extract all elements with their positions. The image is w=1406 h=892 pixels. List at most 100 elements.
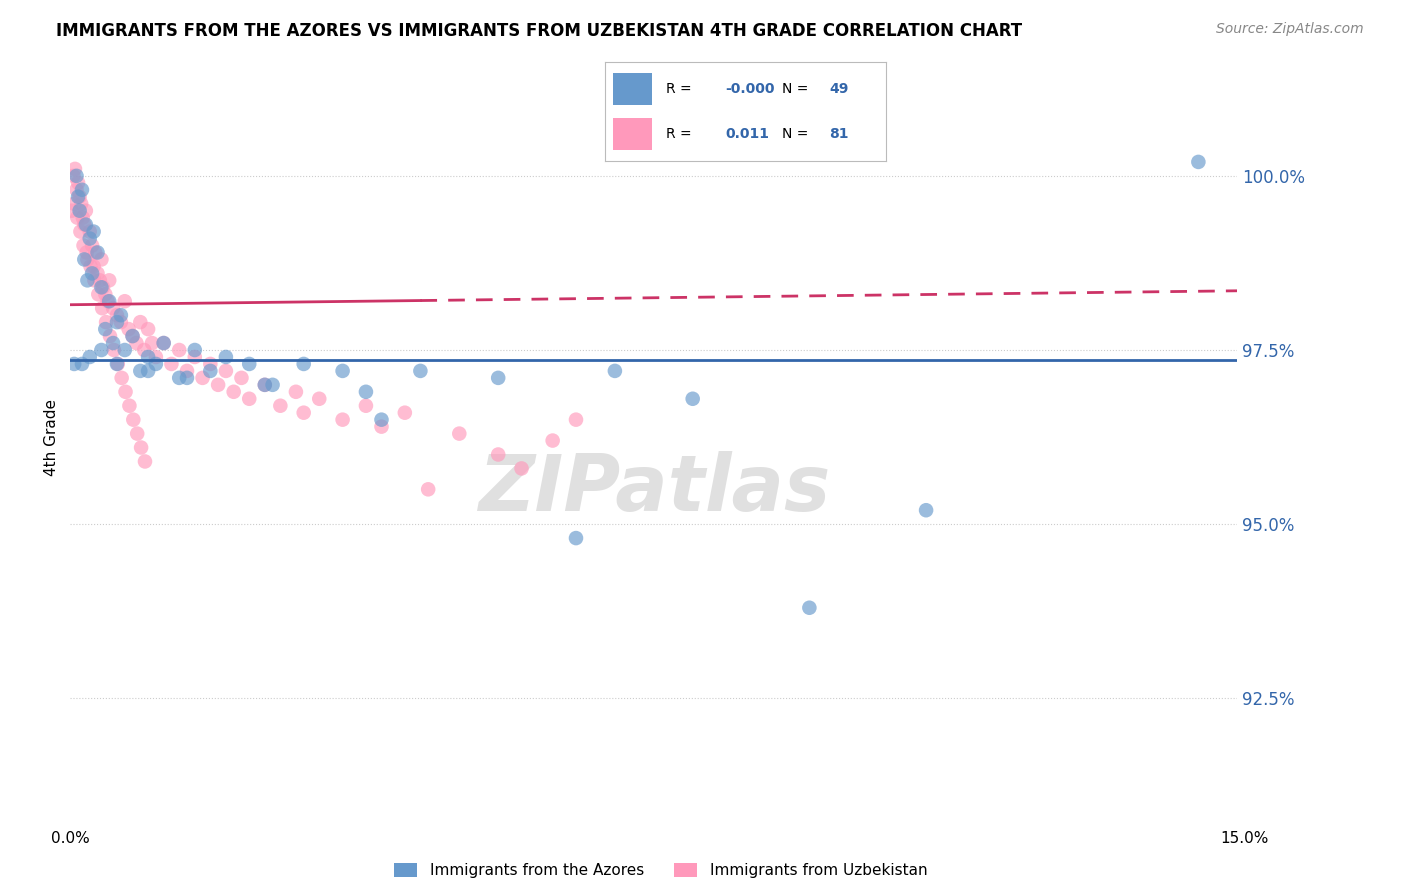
Point [565,412,588,426]
Point [94,287,117,301]
Point [105,315,128,329]
Point [62,169,84,183]
Point [72,238,94,252]
Point [354,399,377,413]
Point [176,371,198,385]
Text: 49: 49 [830,82,849,96]
Legend: Immigrants from the Azores, Immigrants from Uzbekistan: Immigrants from the Azores, Immigrants f… [388,857,934,884]
Point [136,350,159,364]
Point [118,399,141,413]
Point [63,161,86,176]
Point [222,384,245,399]
Point [70,196,93,211]
Point [215,350,238,364]
Point [486,448,509,462]
Text: N =: N = [782,127,813,141]
Point [118,322,141,336]
Point [565,531,588,545]
Point [90,252,112,267]
Point [370,412,392,426]
Point [75,203,97,218]
Point [98,329,121,343]
Point [107,357,129,371]
Bar [613,73,652,104]
Point [98,273,121,287]
Point [70,357,93,371]
Point [152,336,174,351]
Point [86,245,108,260]
Point [83,273,105,287]
Point [191,371,214,385]
Point [67,176,90,190]
Point [105,357,128,371]
Point [76,245,98,260]
Point [394,406,416,420]
Text: 15.0%: 15.0% [1220,831,1268,846]
Point [262,377,284,392]
Point [79,231,101,245]
Point [75,218,97,232]
Point [67,190,90,204]
Text: -0.000: -0.000 [725,82,775,96]
Point [799,600,821,615]
Text: ZIPatlas: ZIPatlas [478,451,830,527]
Point [136,364,159,378]
Point [91,301,114,316]
Text: N =: N = [782,82,813,96]
Point [66,211,89,225]
Point [129,441,152,455]
Point [86,266,108,280]
Point [103,343,125,357]
Point [69,190,91,204]
Point [449,426,471,441]
Point [65,169,87,183]
Point [65,183,87,197]
Point [69,225,91,239]
Point [114,343,136,357]
Point [105,308,128,322]
Point [238,392,260,406]
Point [152,336,174,351]
Point [145,350,167,364]
Point [129,315,152,329]
Text: 0.011: 0.011 [725,127,769,141]
Point [83,260,105,274]
Point [176,364,198,378]
Point [231,371,253,385]
Text: 0.0%: 0.0% [51,831,90,846]
Point [332,364,354,378]
Point [308,392,330,406]
Point [76,273,98,287]
Point [409,364,432,378]
Point [111,371,134,385]
Point [72,211,94,225]
Point [127,426,149,441]
Point [73,252,96,267]
Point [79,350,101,364]
Point [682,392,704,406]
Point [354,384,377,399]
Point [238,357,260,371]
Point [110,308,132,322]
Point [292,357,315,371]
Text: R =: R = [666,82,696,96]
Point [79,225,101,239]
Point [207,377,229,392]
Point [129,364,152,378]
Point [269,399,291,413]
Point [510,461,533,475]
Point [215,364,238,378]
Point [63,357,86,371]
Point [80,266,103,280]
Point [114,384,136,399]
Point [603,364,626,378]
Point [136,322,159,336]
Point [1187,155,1209,169]
Point [94,322,117,336]
Point [114,294,136,309]
Point [73,218,96,232]
Point [110,315,132,329]
Point [63,196,86,211]
Point [292,406,315,420]
Point [79,260,101,274]
